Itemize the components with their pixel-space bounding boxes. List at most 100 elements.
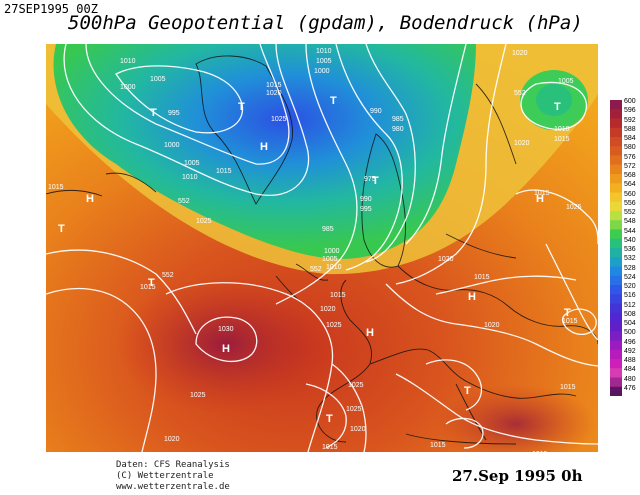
colorbar-label-22: 512 [624, 301, 636, 309]
isobar-label-5: 1015 [266, 82, 282, 89]
geopotential-label-1: 552 [514, 90, 526, 97]
colorbar-swatch-24 [610, 322, 622, 332]
high-center-12: H [536, 193, 544, 205]
colorbar-swatch-0 [610, 100, 622, 110]
colorbar-label-5: 580 [624, 144, 636, 152]
colorbar-swatch-8 [610, 174, 622, 184]
geopotential-labels: 552 552 552 552 [162, 90, 526, 279]
colorbar-swatch-9 [610, 183, 622, 193]
colorbar-label-7: 572 [624, 162, 636, 170]
colorbar-label-8: 568 [624, 172, 636, 179]
colorbar-label-17: 532 [624, 255, 636, 263]
pressure-centers: T T H T T T H T T H H H H T T T [58, 95, 571, 425]
trough-region [53, 44, 476, 259]
colorbar-swatch-10 [610, 192, 622, 203]
isobar-label-47: 1020 [438, 256, 454, 263]
isobar-label-40: 1020 [350, 426, 366, 433]
isobar-label-17: 1015 [554, 136, 570, 143]
colorbar-label-18: 528 [624, 264, 636, 272]
isobar-label-46: 1025 [566, 204, 582, 211]
low-center-8: T [148, 277, 155, 289]
colorbar-label-28: 488 [624, 357, 636, 364]
credit-url[interactable]: www.wetterzentrale.de [116, 482, 230, 492]
colorbar-label-2: 592 [624, 116, 636, 124]
colorbar-swatch-6 [610, 155, 622, 166]
isobar-label-9: 1000 [314, 68, 330, 75]
isobar-label-28: 1000 [324, 248, 340, 255]
isobar-label-3: 995 [168, 110, 180, 117]
colorbar-label-10: 560 [624, 190, 636, 198]
colorbar-label-16: 536 [624, 246, 636, 253]
map-title: 500hPa Geopotential (gpdam), Bodendruck … [68, 12, 583, 34]
isobar-label-49: 1015 [474, 274, 490, 281]
isobar-label-21: 1010 [182, 174, 198, 181]
colorbar-swatch-30 [610, 377, 622, 388]
high-center-2: H [260, 141, 268, 153]
isobar-label-38: 1025 [348, 382, 364, 389]
credit-copyright: (C) Wetterzentrale [116, 471, 214, 481]
isobar-label-18: 1020 [514, 140, 530, 147]
geopotential-label-3: 552 [162, 272, 174, 279]
isobar-label-16: 1010 [554, 126, 570, 133]
colorbar-label-29: 484 [624, 366, 636, 374]
colorbar-label-9: 564 [624, 181, 636, 189]
low-center-13: T [564, 307, 571, 319]
low-center-14: T [464, 385, 471, 397]
pressure-labels: 1010100510009951020101510251010100510009… [48, 48, 582, 452]
weather-map: 1010100510009951020101510251010100510009… [46, 44, 598, 452]
colorbar-swatch-29 [610, 368, 622, 378]
isobar-label-0: 1010 [120, 58, 136, 65]
isobar-label-6: 1025 [271, 116, 287, 123]
isobar-label-19: 1000 [164, 142, 180, 149]
isobar-label-20: 1005 [184, 160, 200, 167]
colorbar-label-31: 476 [624, 384, 636, 392]
isobar-label-48: 1015 [534, 190, 550, 197]
colorbar-swatch-7 [610, 164, 622, 175]
isobar-label-22: 1015 [216, 168, 232, 175]
isobar-label-12: 980 [392, 126, 404, 133]
isobar-label-30: 1010 [326, 264, 342, 271]
isobars [46, 44, 598, 452]
high-center-10: H [366, 327, 374, 339]
colorbar-swatch-14 [610, 229, 622, 240]
colorbar-swatch-1 [610, 109, 622, 119]
isobar-label-42: 1015 [430, 442, 446, 449]
isobar-label-10: 990 [370, 108, 382, 115]
colorbar-swatch-22 [610, 303, 622, 314]
low-center-7: T [58, 223, 65, 235]
colorbar-label-24: 504 [624, 320, 636, 327]
isobar-label-15: 1005 [558, 78, 574, 85]
colorbar-label-4: 584 [624, 135, 636, 142]
isobar-label-31: 1015 [330, 292, 346, 299]
low-center-1: T [238, 101, 245, 113]
geopotential-label-0: 552 [178, 198, 190, 205]
colorbar [610, 100, 622, 396]
isobar-label-35: 1030 [218, 326, 234, 333]
isobar-label-43: 1015 [560, 384, 576, 391]
colorbar-label-26: 496 [624, 338, 636, 346]
colorbar-swatch-15 [610, 238, 622, 249]
isobar-label-14: 1020 [512, 50, 528, 57]
colorbar-swatch-17 [610, 257, 622, 267]
colorbar-label-13: 548 [624, 218, 636, 226]
isobar-label-11: 985 [392, 116, 404, 123]
colorbar-label-14: 544 [624, 227, 636, 235]
credit-source: Daten: CFS Reanalysis [116, 460, 230, 470]
colorbar-swatch-4 [610, 137, 622, 147]
isobar-label-23: 1015 [48, 184, 64, 191]
colorbar-swatch-25 [610, 331, 622, 341]
isobar-label-4: 1020 [266, 90, 282, 97]
colorbar-label-25: 500 [624, 329, 636, 337]
colorbar-swatch-31 [610, 386, 622, 396]
colorbar-label-27: 492 [624, 347, 636, 355]
isobar-label-24: 1025 [196, 218, 212, 225]
ridge-core [116, 274, 336, 414]
isobar-label-41: 1015 [322, 444, 338, 451]
colorbar-swatch-16 [610, 248, 622, 258]
colorbar-label-3: 588 [624, 125, 636, 133]
isobar-label-44: 1015 [562, 318, 578, 325]
high-center-11: H [468, 291, 476, 303]
isobar-label-37: 1020 [164, 436, 180, 443]
colorbar-swatch-18 [610, 266, 622, 277]
low-center-15: T [326, 413, 333, 425]
